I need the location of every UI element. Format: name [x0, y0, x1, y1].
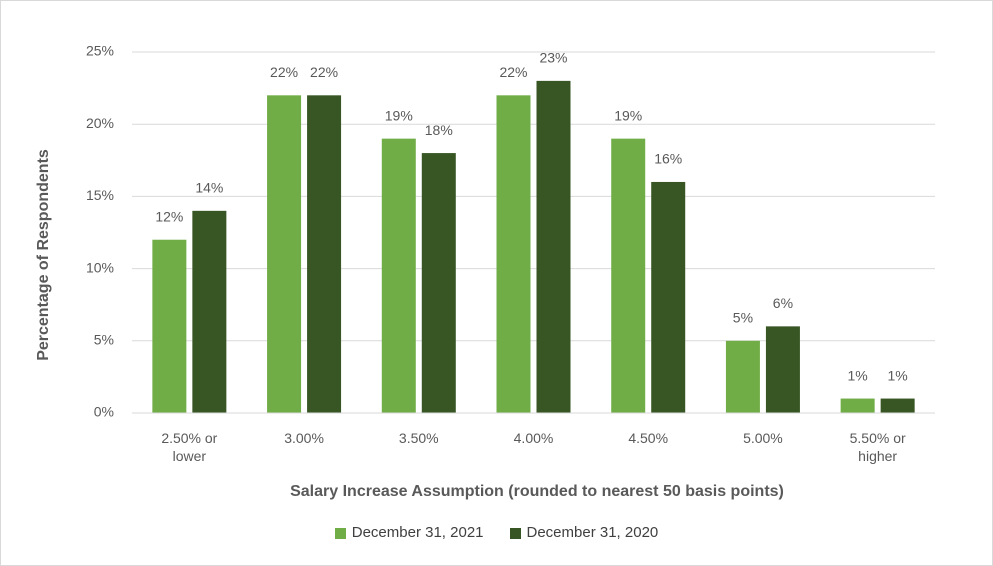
x-axis-title: Salary Increase Assumption (rounded to n… [290, 483, 784, 500]
data-label: 18% [425, 122, 453, 138]
y-tick-label: 10% [86, 259, 114, 275]
bar [880, 398, 915, 413]
legend-item: December 31, 2020 [509, 524, 659, 541]
y-tick-label: 15% [86, 187, 114, 203]
data-label: 22% [270, 64, 298, 80]
bar [421, 153, 456, 413]
x-tick-label: 4.00% [513, 430, 554, 446]
x-tick-label: 2.50% or lower [161, 430, 218, 464]
data-label: 23% [539, 50, 567, 66]
x-tick-label: 3.50% [398, 430, 439, 446]
bar [651, 181, 686, 413]
bar [840, 398, 875, 413]
bar [192, 210, 227, 413]
bar [536, 80, 571, 413]
data-label: 22% [499, 64, 527, 80]
y-tick-label: 5% [94, 332, 114, 348]
y-tick-label: 20% [86, 115, 114, 131]
x-tick-label: 3.00% [284, 430, 324, 446]
y-tick-label: 0% [94, 404, 114, 420]
bar [152, 239, 187, 413]
data-label: 5% [733, 310, 753, 326]
data-label: 6% [773, 295, 793, 311]
legend-swatch [509, 527, 521, 539]
legend-swatch [334, 527, 346, 539]
x-tick-label: 4.50% [628, 430, 669, 446]
data-label: 12% [155, 208, 183, 224]
x-tick-label: 5.00% [743, 430, 783, 446]
data-label: 1% [888, 367, 908, 383]
bar [725, 340, 760, 413]
legend-item: December 31, 2021 [334, 524, 484, 541]
bar [611, 138, 646, 413]
y-axis-title: Percentage of Respondents [35, 149, 52, 361]
bar [267, 95, 302, 413]
legend: December 31, 2021 December 31, 2020 [0, 524, 993, 541]
x-tick-label: 5.50% or higher [849, 430, 906, 464]
bar [381, 138, 416, 413]
data-label: 14% [195, 180, 223, 196]
bar [307, 95, 342, 413]
bar [496, 95, 531, 413]
y-tick-label: 25% [86, 43, 114, 59]
data-label: 19% [385, 107, 413, 123]
legend-label: December 31, 2021 [351, 524, 484, 541]
data-label: 19% [614, 107, 642, 123]
data-label: 16% [654, 151, 682, 167]
data-label: 1% [848, 367, 868, 383]
bar [765, 326, 800, 413]
legend-label: December 31, 2020 [526, 524, 659, 541]
data-label: 22% [310, 64, 338, 80]
